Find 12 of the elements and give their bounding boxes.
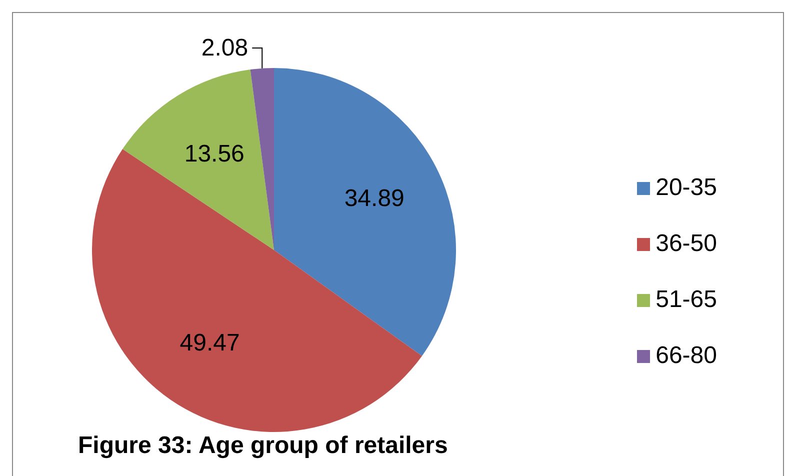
- pie-slice: [250, 68, 274, 250]
- data-label: 34.89: [344, 184, 404, 212]
- pie-slice: [274, 68, 456, 356]
- data-label: 49.47: [180, 329, 240, 356]
- legend-label: 66-80: [656, 342, 717, 370]
- legend-label: 51-65: [656, 286, 717, 314]
- legend-label: 36-50: [656, 230, 717, 258]
- data-label: 13.56: [184, 140, 244, 168]
- pie-slice: [122, 70, 274, 250]
- text: Figure 33: Age group of retailers: [78, 432, 448, 460]
- data-label: 2.08: [201, 34, 248, 62]
- legend-label: 20-35: [656, 174, 717, 202]
